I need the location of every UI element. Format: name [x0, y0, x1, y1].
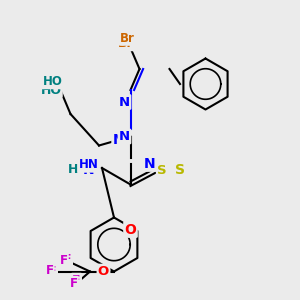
Text: N: N — [119, 130, 130, 143]
Text: H: H — [68, 163, 79, 176]
Text: HO: HO — [40, 83, 61, 97]
Text: S: S — [175, 163, 185, 176]
Text: N: N — [113, 133, 124, 146]
Text: HO: HO — [43, 75, 62, 88]
Text: F: F — [60, 254, 68, 267]
Text: F: F — [72, 274, 81, 287]
Text: O: O — [98, 265, 109, 278]
Text: F: F — [46, 263, 53, 277]
Text: F: F — [48, 265, 57, 278]
Text: Br: Br — [120, 32, 135, 45]
Text: O: O — [124, 223, 136, 236]
Text: HN: HN — [79, 158, 98, 172]
Text: F: F — [70, 277, 77, 290]
Text: N: N — [83, 163, 94, 176]
Text: Br: Br — [118, 37, 134, 50]
Text: S: S — [157, 164, 167, 178]
Text: F: F — [63, 253, 72, 266]
Text: N: N — [119, 95, 130, 109]
Text: N: N — [144, 157, 156, 170]
